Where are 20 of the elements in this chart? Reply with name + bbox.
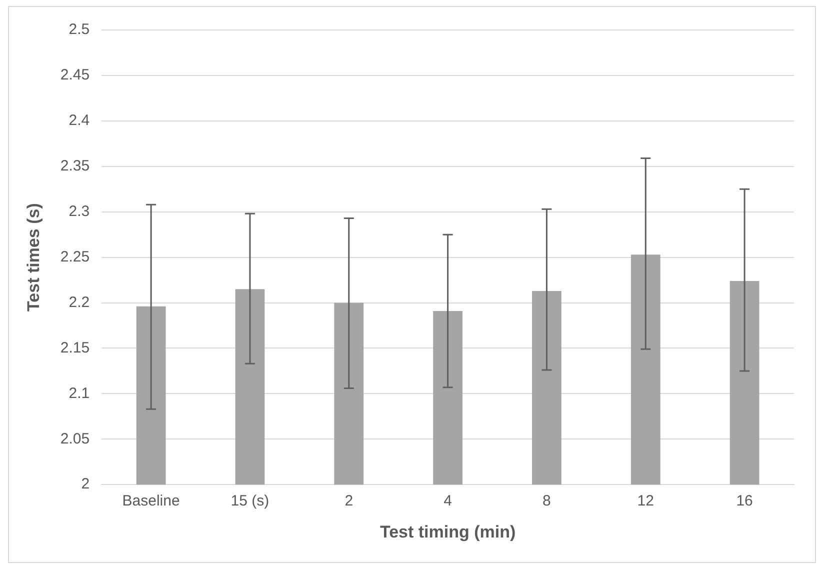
y-tick-label: 2.3	[68, 202, 90, 220]
y-axis-title: Test times (s)	[24, 203, 43, 312]
y-tick-label: 2.15	[60, 339, 90, 356]
x-tick-label: Baseline	[122, 492, 180, 510]
y-tick-label: 2	[81, 476, 90, 493]
x-tick-label: 16	[736, 492, 753, 510]
x-tick-label: 4	[444, 492, 452, 510]
y-tick-label: 2.4	[68, 112, 90, 130]
y-tick-label: 2.05	[60, 430, 90, 448]
y-tick-label: 2.45	[60, 66, 90, 84]
x-tick-label: 8	[542, 492, 551, 510]
x-tick-label: 12	[637, 492, 654, 510]
y-tick-label: 2.25	[60, 248, 90, 266]
x-axis-title: Test timing (min)	[380, 522, 516, 542]
x-tick-label: 2	[344, 492, 354, 510]
y-tick-label: 2.2	[68, 294, 90, 311]
y-tick-label: 2.1	[68, 384, 90, 402]
y-tick-label: 2.5	[68, 21, 90, 38]
y-tick-label: 2.35	[60, 158, 90, 175]
x-tick-label: 15 (s)	[230, 492, 270, 510]
